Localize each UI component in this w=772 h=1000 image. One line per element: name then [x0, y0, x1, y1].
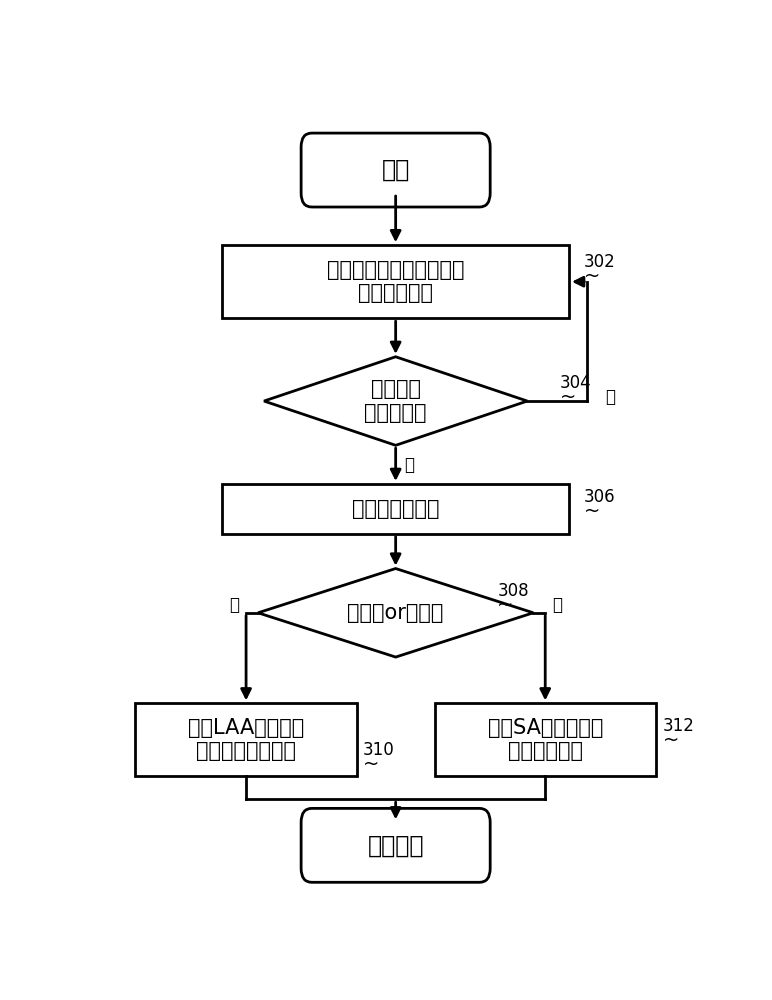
Text: ~: ~ [497, 596, 513, 615]
Text: 开始: 开始 [381, 158, 410, 182]
Text: ~: ~ [663, 731, 679, 750]
Text: 否: 否 [605, 388, 615, 406]
Text: 终端有数
据发送需求: 终端有数 据发送需求 [364, 379, 427, 423]
Text: ~: ~ [560, 388, 577, 407]
Text: 310: 310 [363, 741, 394, 759]
Text: 302: 302 [584, 253, 616, 271]
Bar [135, 703, 357, 776]
Text: 是: 是 [405, 456, 415, 474]
Text: ~: ~ [584, 267, 601, 286]
Bar [222, 245, 569, 318]
Text: 304: 304 [560, 374, 592, 392]
Polygon shape [258, 569, 533, 657]
Text: 粗: 粗 [229, 596, 239, 614]
Text: 进行SA解析，使用
部分时频资源: 进行SA解析，使用 部分时频资源 [488, 718, 603, 761]
Text: 细: 细 [552, 596, 562, 614]
Text: 306: 306 [584, 488, 616, 506]
Text: 基站给终端配置非授权频
段的访问粒度: 基站给终端配置非授权频 段的访问粒度 [327, 260, 465, 303]
Text: 312: 312 [663, 717, 695, 735]
Text: 308: 308 [497, 582, 529, 600]
Text: 粗粒度or细粒度: 粗粒度or细粒度 [347, 603, 444, 623]
Text: 重用LAA机制，使
用全部或部分频段: 重用LAA机制，使 用全部或部分频段 [188, 718, 304, 761]
Text: ~: ~ [363, 755, 379, 774]
Bar [435, 703, 656, 776]
FancyBboxPatch shape [301, 808, 490, 882]
Polygon shape [264, 357, 527, 445]
FancyBboxPatch shape [301, 133, 490, 207]
Text: ~: ~ [584, 502, 601, 521]
Text: 检测到可用频段: 检测到可用频段 [352, 499, 439, 519]
Text: 传输结束: 传输结束 [367, 833, 424, 857]
Bar [222, 484, 569, 534]
